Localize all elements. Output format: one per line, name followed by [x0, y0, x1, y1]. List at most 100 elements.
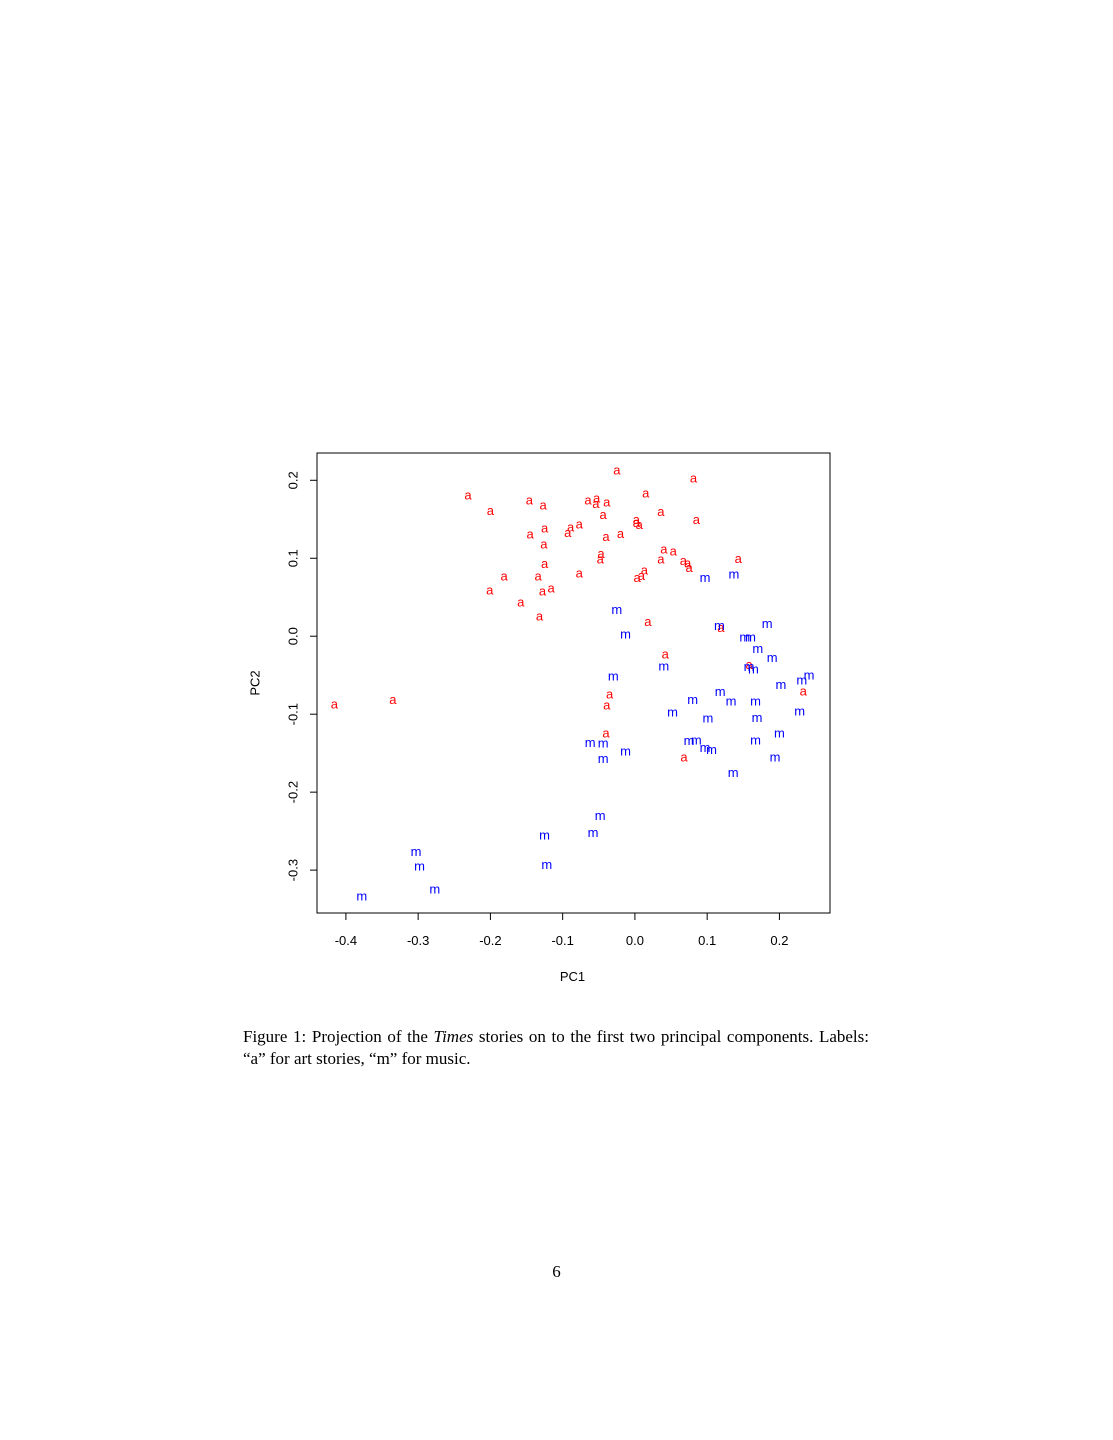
art-point: a	[690, 470, 698, 485]
art-point: a	[564, 525, 572, 540]
art-point: a	[331, 697, 339, 712]
music-point: m	[356, 888, 367, 903]
art-point: a	[617, 526, 625, 541]
music-point: m	[774, 725, 785, 740]
music-point: m	[752, 641, 763, 656]
art-point: a	[660, 541, 668, 556]
music-point: m	[585, 735, 596, 750]
art-point: a	[800, 683, 808, 698]
music-point: m	[728, 765, 739, 780]
music-point: m	[588, 825, 599, 840]
music-point: m	[726, 693, 737, 708]
music-point: m	[608, 668, 619, 683]
art-point: a	[642, 485, 650, 500]
art-point: a	[540, 537, 548, 552]
music-point: m	[598, 736, 609, 751]
y-tick-label: 0.2	[286, 471, 301, 489]
music-point: m	[714, 618, 725, 633]
art-point: a	[597, 546, 605, 561]
music-point: m	[700, 740, 711, 755]
figure: -0.4 -0.3 -0.2 -0.1 0.0 0.1 0.2 -0.3 -0.2 -0.1 0.0…	[248, 452, 831, 984]
art-point: a	[576, 516, 584, 531]
art-point: a	[613, 463, 621, 478]
y-tick-label: -0.3	[286, 859, 301, 881]
music-point: m	[414, 859, 425, 874]
caption-suffix: stories on to the first two principal co…	[243, 1027, 869, 1068]
music-point: m	[750, 732, 761, 747]
art-point: a	[517, 594, 525, 609]
art-point: a	[735, 551, 743, 566]
music-point: m	[684, 733, 695, 748]
art-point: a	[685, 560, 693, 575]
caption-italic: Times	[433, 1027, 474, 1046]
art-point: a	[644, 614, 652, 629]
art-point: a	[636, 517, 644, 532]
art-point: a	[539, 584, 547, 599]
art-point: a	[680, 553, 688, 568]
music-point: m	[796, 672, 807, 687]
art-point: a	[603, 495, 611, 510]
art-point: a	[527, 527, 535, 542]
art-point: a	[633, 515, 641, 530]
y-tick-label: 0.0	[286, 627, 301, 645]
x-tick-label: 0.0	[626, 933, 644, 948]
music-point: m	[595, 808, 606, 823]
music-point: m	[658, 658, 669, 673]
y-tick-label: -0.2	[286, 781, 301, 803]
x-tick-label: -0.1	[551, 933, 573, 948]
music-point: m	[739, 630, 750, 645]
music-point: m	[691, 732, 702, 747]
art-point: a	[745, 657, 753, 672]
x-axis-label: PC1	[560, 969, 585, 984]
scatter-plot: -0.4 -0.3 -0.2 -0.1 0.0 0.1 0.2 -0.3 -0.2 -0.1 0.0…	[248, 452, 831, 984]
x-tick-label: 0.1	[698, 933, 716, 948]
music-point: m	[611, 602, 622, 617]
art-point: a	[584, 492, 592, 507]
art-point: a	[534, 569, 542, 584]
x-tick-label: -0.3	[407, 933, 429, 948]
x-tick-label: -0.4	[335, 933, 357, 948]
art-point: a	[602, 725, 610, 740]
art-point: a	[536, 608, 544, 623]
music-point: m	[620, 743, 631, 758]
art-point: a	[717, 620, 725, 635]
music-point: m	[620, 626, 631, 641]
music-point: m	[744, 659, 755, 674]
caption-prefix: Figure 1: Projection of the	[243, 1027, 434, 1046]
art-point: a	[657, 552, 665, 567]
art-point: a	[526, 492, 534, 507]
art-point: a	[486, 583, 494, 598]
y-axis-label: PC2	[248, 670, 263, 695]
y-tick-label: -0.1	[286, 703, 301, 725]
music-point: m	[687, 692, 698, 707]
music-point: m	[706, 742, 717, 757]
music-point: m	[794, 704, 805, 719]
art-point: a	[693, 512, 701, 527]
music-point: m	[745, 630, 756, 645]
music-point: m	[667, 704, 678, 719]
music-point: m	[411, 844, 422, 859]
art-point: a	[567, 520, 575, 535]
x-tick-label: 0.2	[770, 933, 788, 948]
art-point: a	[684, 555, 692, 570]
music-point: m	[702, 711, 713, 726]
art-point: a	[464, 488, 472, 503]
music-point: m	[700, 570, 711, 585]
art-point: a	[602, 529, 610, 544]
art-point: a	[641, 562, 649, 577]
music-point: m	[715, 684, 726, 699]
art-point: a	[606, 686, 614, 701]
art-point: a	[576, 566, 584, 581]
art-point: a	[680, 750, 688, 765]
music-point: m	[804, 668, 815, 683]
music-point: m	[775, 677, 786, 692]
art-point: a	[597, 552, 605, 567]
y-tick-label: 0.1	[286, 549, 301, 567]
art-point: a	[662, 647, 670, 662]
music-point: m	[767, 650, 778, 665]
art-point: a	[600, 507, 608, 522]
art-point: a	[540, 498, 548, 513]
art-point: a	[633, 570, 641, 585]
art-point: a	[501, 569, 509, 584]
art-point: a	[592, 496, 600, 511]
